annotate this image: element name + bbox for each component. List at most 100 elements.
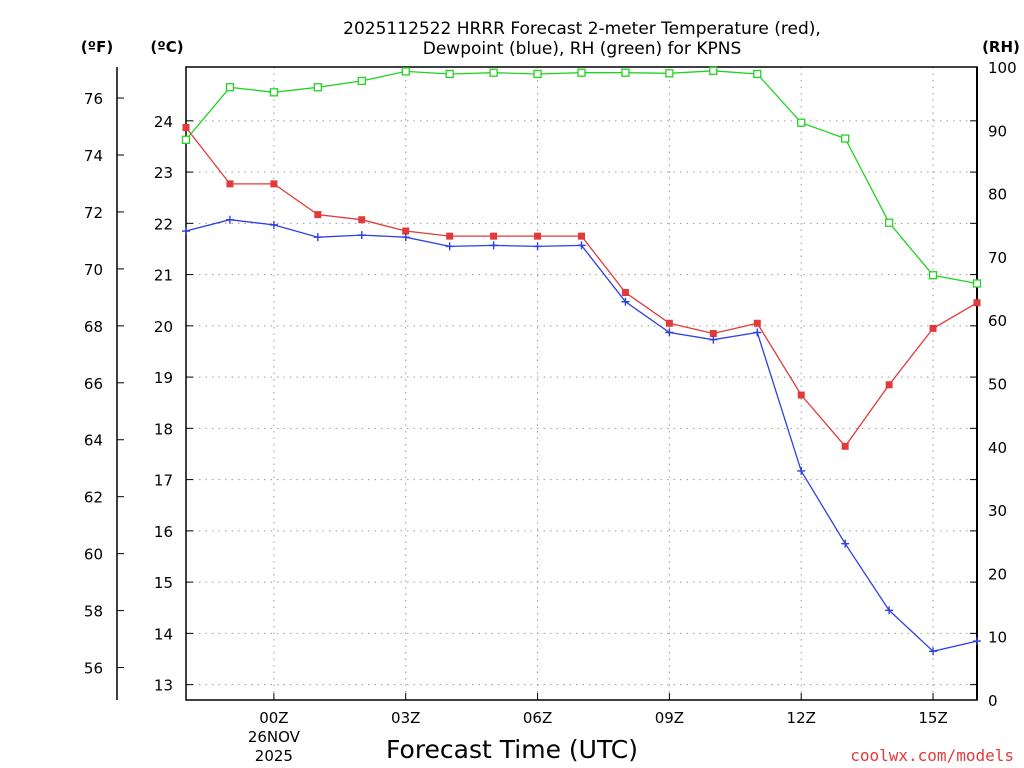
fahrenheit-tick-label: 76 [84, 90, 103, 108]
temperature-point [665, 319, 673, 327]
fahrenheit-tick-label: 62 [84, 489, 103, 507]
dewpoint-series [182, 215, 981, 656]
dewpoint-point [841, 539, 850, 548]
rh-point [621, 68, 630, 77]
celsius-unit-label: (ºC) [150, 38, 183, 56]
rh-point [357, 76, 366, 86]
temperature-point [973, 299, 981, 307]
plot-frame [185, 66, 978, 701]
grid-lines [186, 67, 977, 700]
celsius-tick-label: 17 [154, 472, 173, 490]
dewpoint-point [621, 297, 630, 306]
temperature-point [929, 324, 937, 332]
rh-tick-label: 80 [988, 186, 1007, 204]
temperature-point [270, 180, 278, 188]
dewpoint-point [182, 227, 190, 236]
temperature-point [621, 289, 629, 297]
rh-point [665, 69, 674, 78]
temperature-point [534, 232, 542, 240]
dewpoint-line [185, 219, 978, 653]
temperature-point [226, 180, 234, 188]
rh-point [313, 83, 322, 92]
rh-point [269, 88, 279, 97]
rh-tick-label: 10 [988, 629, 1007, 647]
rh-tick-label: 70 [988, 249, 1007, 267]
data-series [181, 66, 982, 656]
rh-point [884, 218, 894, 227]
temperature-series [182, 123, 981, 450]
rh-point [797, 118, 806, 127]
dewpoint-point [533, 242, 542, 251]
dewpoint-point [269, 220, 278, 229]
x-tick-label: 03Z [391, 709, 420, 727]
celsius-tick-label: 16 [154, 523, 173, 541]
fahrenheit-tick-label: 64 [84, 432, 103, 450]
temperature-point [709, 330, 717, 338]
temperature-point [358, 216, 366, 224]
celsius-tick-label: 21 [154, 267, 173, 285]
rh-point [972, 279, 982, 288]
dewpoint-point [357, 231, 366, 240]
dewpoint-point [445, 242, 454, 251]
fahrenheit-unit-label: (ºF) [81, 38, 113, 56]
fahrenheit-tick-label: 66 [84, 375, 103, 393]
temperature-point [885, 381, 893, 389]
temperature-point [182, 123, 190, 131]
rh-point [709, 66, 718, 75]
dewpoint-point [665, 328, 674, 337]
rh-series [181, 66, 982, 288]
fahrenheit-tick-label: 58 [84, 603, 103, 621]
fahrenheit-tick-label: 74 [84, 147, 103, 165]
temperature-point [797, 391, 805, 399]
dewpoint-point [797, 466, 806, 475]
rh-point [401, 67, 410, 76]
rh-tick-label: 20 [988, 565, 1007, 583]
rh-point [445, 69, 454, 79]
temperature-point [490, 232, 498, 240]
rh-tick-label: 60 [988, 312, 1007, 330]
rh-tick-label: 90 [988, 122, 1007, 140]
dewpoint-point [313, 233, 322, 242]
dewpoint-point [973, 637, 981, 646]
celsius-tick-label: 15 [154, 574, 173, 592]
credit-text: coolwx.com/models [850, 746, 1014, 765]
rh-tick-label: 0 [988, 692, 998, 710]
celsius-tick-label: 20 [154, 318, 173, 336]
celsius-tick-label: 18 [154, 420, 173, 438]
dewpoint-point [929, 647, 938, 656]
temperature-point [402, 227, 410, 235]
rh-point [753, 69, 762, 79]
dewpoint-point [489, 241, 498, 250]
rh-tick-label: 40 [988, 439, 1007, 457]
rh-tick-label: 50 [988, 376, 1007, 394]
rh-point [841, 134, 850, 143]
temperature-point [753, 319, 761, 327]
celsius-tick-label: 19 [154, 369, 173, 387]
rh-point [928, 271, 938, 280]
celsius-tick-label: 13 [154, 677, 173, 695]
temperature-point [841, 442, 849, 450]
rh-unit-label: (RH) [982, 38, 1020, 56]
x-axis-title: Forecast Time (UTC) [386, 735, 638, 764]
temperature-line [185, 127, 978, 448]
x-tick-label: 00Z [259, 709, 288, 727]
dewpoint-point [401, 233, 410, 242]
rh-point [489, 68, 498, 77]
rh-line [185, 70, 978, 285]
rh-point [533, 69, 542, 79]
rh-point [577, 68, 586, 77]
fahrenheit-tick-label: 68 [84, 318, 103, 336]
fahrenheit-tick-label: 70 [84, 261, 103, 279]
rh-point [225, 83, 235, 92]
axes: 13 14 15 16 17 18 19 20 21 22 23 24 56 58 60 62 64 66 68 70… [84, 59, 1017, 765]
celsius-tick-label: 23 [154, 164, 173, 182]
rh-tick-label: 30 [988, 502, 1007, 520]
celsius-tick-label: 24 [154, 113, 173, 131]
x-tick-label: 15Z [918, 709, 947, 727]
celsius-tick-label: 22 [154, 215, 173, 233]
rh-point [181, 135, 191, 144]
dewpoint-point [709, 335, 718, 344]
x-tick-date: 26NOV [248, 728, 301, 746]
temperature-point [578, 232, 585, 240]
